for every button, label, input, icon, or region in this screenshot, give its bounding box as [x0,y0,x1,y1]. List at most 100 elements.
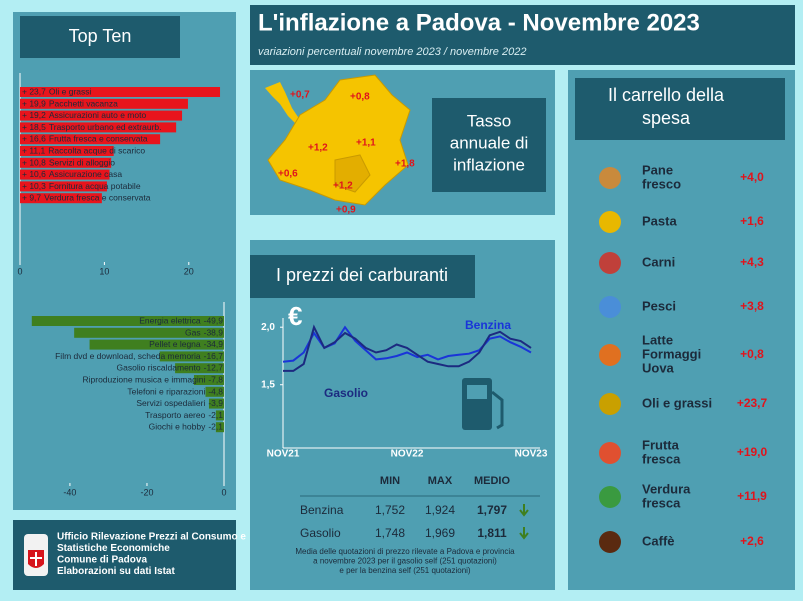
map-label: +1,8 [395,159,415,170]
carrello-title-box [575,78,785,140]
category: Verdura fresca e conservata [44,193,151,203]
bar [20,122,177,133]
fuel-title-box [250,255,475,298]
value-label: -34,9 [204,339,224,349]
item-icon [599,531,621,553]
bar [20,110,183,121]
item-icon [599,393,621,415]
bar-label: + 11,1 Raccolta acque di scarico [22,146,145,156]
bar-label: Giochi e hobby -2,1 [149,422,224,432]
x-tick-label: 0 [17,266,22,276]
item-name: Pane [642,162,673,177]
logo-cross [30,552,42,566]
table-header: MAX [428,475,453,487]
category: Energia elettrica [139,316,201,326]
map-title: inflazione [453,155,525,174]
category: Giochi e hobby [149,422,206,432]
legend-label: Gasolio [324,386,368,400]
bar-label: Gas -38,9 [185,328,223,338]
bar [175,363,224,374]
category: Servizi ospedalieri [136,398,205,408]
subtitle: variazioni percentuali novembre 2023 / n… [258,46,526,58]
bar [20,169,110,180]
bar [20,193,102,204]
bar [74,327,224,338]
fuel-panel [250,240,555,590]
category: Pacchetti vacanza [49,99,118,109]
map-label: +1,2 [308,143,328,154]
item-value: +2,6 [740,534,764,548]
item-value: +4,3 [740,255,764,269]
italy-shape [265,82,300,124]
line-series [283,324,532,372]
carrello-panel [568,70,795,590]
item-name: Verdura [642,481,691,496]
table-cell: 1,797 [477,503,507,517]
bar-label: + 19,2 Assicurazioni auto e moto [22,110,146,120]
item-name: Oli e grassi [642,395,712,410]
map-title: Tasso [467,111,511,130]
bar [208,398,224,409]
table-note: a novembre 2023 per il gasolio self (251… [313,557,497,566]
panel-title: Top Ten [69,26,132,46]
bar-label: Gasolio riscaldamento -12,7 [117,363,224,373]
arrow-down [519,504,529,517]
item-value: +11,9 [737,489,767,503]
category: Frutta fresca e conservata [49,134,148,144]
item-value: +1,6 [740,214,764,228]
x-tick-label: -20 [140,487,153,497]
value-label: + 18,5 [22,122,46,132]
bar [159,351,224,362]
item-icon [599,211,621,233]
category: Telefoni e riparazioni [127,387,205,397]
value-label: -2,1 [208,410,223,420]
y-tick-label: 2,0 [261,322,275,333]
bar [193,375,224,385]
bar [20,87,221,97]
category: Servizi di alloggio [49,158,115,168]
item-icon [599,296,621,318]
item-icon [599,344,621,366]
category: Gas [185,328,201,338]
map-label: +1,2 [333,181,353,192]
footer-text: Statistiche Economiche [57,543,170,554]
bar-label: Film dvd e download, scheda memoria -16,7 [55,351,223,361]
title: L'inflazione a Padova - Novembre 2023 [258,9,700,36]
bar [20,157,112,168]
table-note: e per la benzina self (251 quotazioni) [339,566,471,575]
item-icon [599,167,621,189]
panel-title: Il carrello della [608,85,725,105]
bar-label: + 9,7 Verdura fresca e conservata [22,193,151,203]
arrow-down [519,527,529,540]
value-label: -2,1 [208,422,223,432]
map-title-box [432,98,546,192]
bar-label: + 10,3 Fornitura acqua potabile [22,181,141,191]
bar-label: + 19,9 Pacchetti vacanza [22,99,118,109]
x-tick-label: 10 [99,266,109,276]
x-tick-label: 20 [184,266,194,276]
bar [89,339,224,350]
category: Gasolio riscaldamento [117,363,201,373]
value-label: -49,9 [204,316,224,326]
category: Assicurazioni auto e moto [49,110,147,120]
footer-text: Comune di Padova [57,555,147,566]
padova-shape [334,154,371,193]
bar-label: Energia elettrica -49,9 [139,316,223,326]
bar [20,98,188,109]
table-cell: 1,969 [425,526,455,540]
value-label: + 19,9 [22,99,46,109]
item-name: Formaggi [642,346,701,361]
category: Trasporto urbano ed extraurb. [49,122,162,132]
value-label: + 9,7 [22,193,41,203]
value-label: + 11,1 [22,146,46,156]
bar [20,181,107,192]
map-title: annuale di [450,133,528,152]
category: Trasporto aereo [145,410,205,420]
y-label: € [288,301,302,331]
value-label: + 19,2 [22,110,46,120]
item-value: +3,8 [740,299,764,313]
value-label: -12,7 [204,363,224,373]
top-ten-title-box [20,16,180,58]
item-icon [599,252,621,274]
